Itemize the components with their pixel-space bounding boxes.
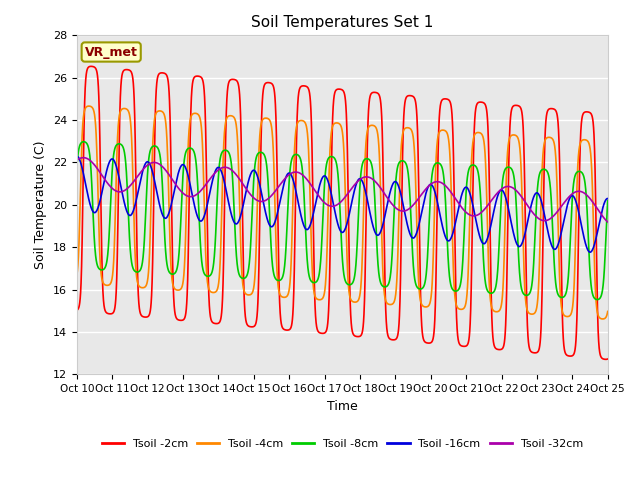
Tsoil -8cm [392,185,399,191]
Tsoil -4cm [276,291,284,297]
Tsoil -4cm [170,283,177,289]
Tsoil -2cm [509,103,517,109]
Tsoil -2cm [602,357,610,362]
Tsoil -2cm [392,336,399,342]
Tsoil -32cm [276,182,284,188]
Tsoil -32cm [419,191,426,196]
Tsoil -32cm [604,219,612,225]
Line: Tsoil -4cm: Tsoil -4cm [77,106,608,319]
Tsoil -8cm [593,297,601,302]
Tsoil -8cm [276,277,284,283]
Tsoil -16cm [276,200,284,206]
Title: Soil Temperatures Set 1: Soil Temperatures Set 1 [251,15,433,30]
Tsoil -8cm [170,271,177,277]
Tsoil -8cm [419,286,426,291]
Tsoil -16cm [469,203,477,208]
Tsoil -4cm [599,316,607,322]
Tsoil -2cm [276,302,284,308]
Tsoil -4cm [85,103,93,109]
Tsoil -4cm [419,302,426,308]
Tsoil -32cm [170,178,177,184]
Tsoil -2cm [604,356,612,362]
Tsoil -32cm [79,155,87,160]
Tsoil -8cm [509,171,517,177]
Tsoil -32cm [509,185,517,191]
Tsoil -2cm [87,63,95,69]
Tsoil -16cm [170,193,177,199]
Tsoil -2cm [419,328,426,334]
Tsoil -4cm [73,273,81,278]
Line: Tsoil -16cm: Tsoil -16cm [77,156,608,252]
Legend: Tsoil -2cm, Tsoil -4cm, Tsoil -8cm, Tsoil -16cm, Tsoil -32cm: Tsoil -2cm, Tsoil -4cm, Tsoil -8cm, Tsoi… [97,435,588,454]
Tsoil -8cm [73,166,81,171]
Tsoil -16cm [586,249,594,255]
Tsoil -4cm [509,132,517,138]
Y-axis label: Soil Temperature (C): Soil Temperature (C) [35,141,47,269]
Tsoil -8cm [604,197,612,203]
Tsoil -2cm [469,177,477,182]
Tsoil -16cm [418,207,426,213]
Tsoil -2cm [73,307,81,313]
Tsoil -8cm [80,139,88,144]
Tsoil -4cm [392,294,399,300]
Line: Tsoil -8cm: Tsoil -8cm [77,142,608,300]
Tsoil -16cm [509,229,517,235]
Text: VR_met: VR_met [84,46,138,59]
Tsoil -4cm [604,309,612,314]
Tsoil -2cm [170,287,177,292]
Tsoil -16cm [73,153,81,159]
Tsoil -8cm [469,162,477,168]
Tsoil -32cm [392,204,399,210]
Tsoil -16cm [604,196,612,202]
Line: Tsoil -32cm: Tsoil -32cm [77,157,608,222]
Tsoil -4cm [469,138,477,144]
X-axis label: Time: Time [327,400,358,413]
Line: Tsoil -2cm: Tsoil -2cm [77,66,608,360]
Tsoil -16cm [391,179,399,184]
Tsoil -32cm [73,157,81,163]
Tsoil -32cm [469,213,477,219]
